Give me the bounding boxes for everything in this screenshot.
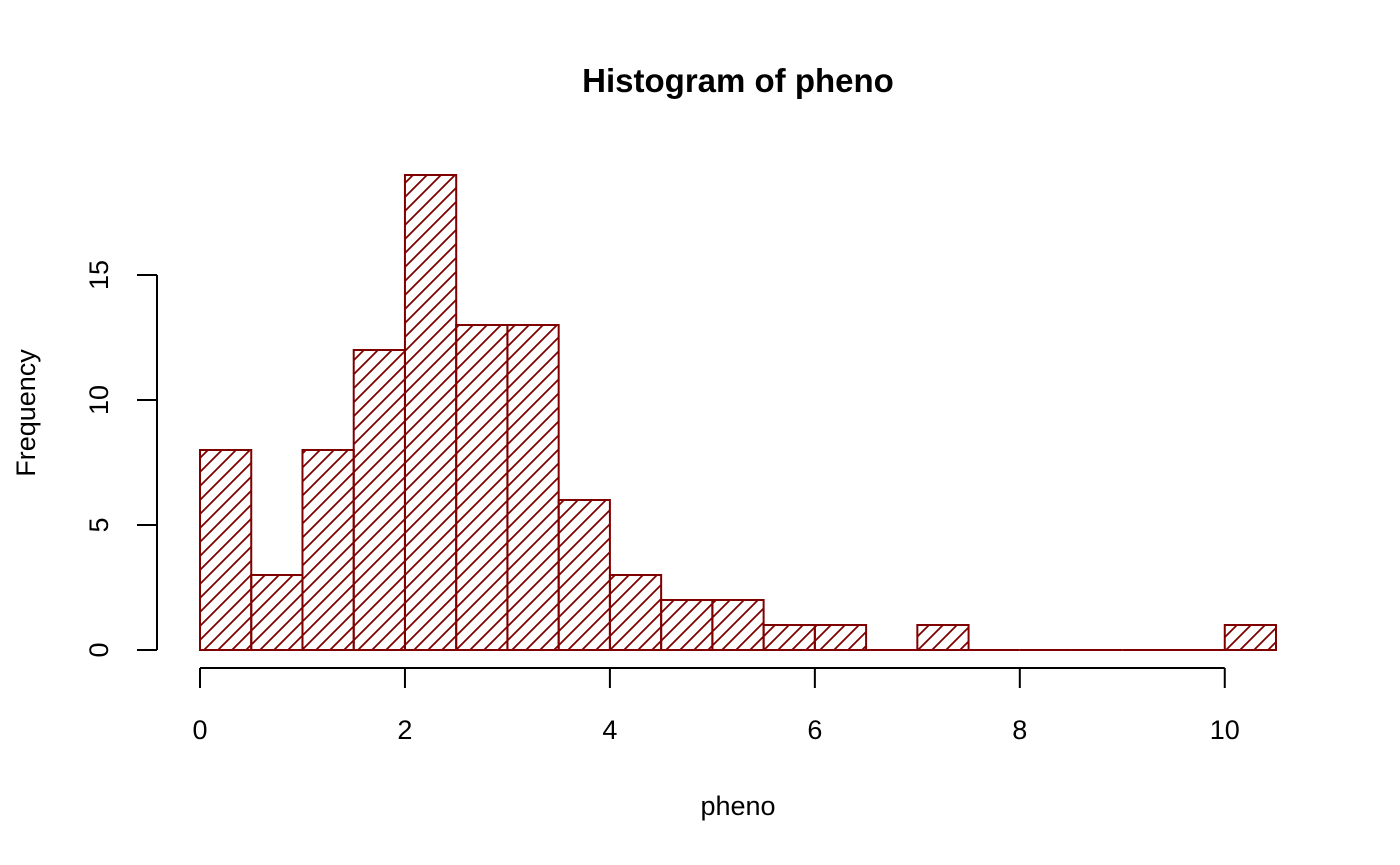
histogram-bar (199, 449, 253, 651)
histogram-bar (557, 499, 611, 651)
bars (199, 174, 1278, 651)
histogram-bar (813, 624, 868, 651)
histogram-bar (250, 574, 304, 651)
histogram-bar (506, 324, 560, 651)
histogram-bar (455, 324, 509, 651)
histogram-bar (352, 349, 406, 651)
y-axis: 0 5 10 15 (84, 260, 158, 658)
histogram-bar (762, 624, 816, 651)
x-tick-label: 2 (397, 715, 412, 745)
y-tick-label: 0 (84, 642, 114, 657)
histogram-bar (403, 174, 458, 651)
y-tick-label: 10 (84, 385, 114, 415)
histogram-bar (608, 574, 663, 651)
histogram-bar (916, 624, 970, 651)
histogram-bar (711, 599, 765, 651)
x-tick-label: 10 (1210, 715, 1240, 745)
x-tick-label: 4 (602, 715, 617, 745)
histogram-bar (301, 449, 355, 651)
y-axis-title: Frequency (11, 349, 41, 477)
histogram-bar (660, 599, 714, 651)
x-tick-label: 0 (192, 715, 207, 745)
x-axis-title: pheno (700, 791, 775, 821)
chart-title: Histogram of pheno (582, 62, 894, 99)
x-tick-label: 6 (807, 715, 822, 745)
histogram-bar (1223, 624, 1278, 651)
y-tick-label: 5 (84, 517, 114, 532)
y-tick-label: 15 (84, 260, 114, 290)
x-axis: 0 2 4 6 8 10 (192, 667, 1240, 745)
x-tick-label: 8 (1012, 715, 1027, 745)
